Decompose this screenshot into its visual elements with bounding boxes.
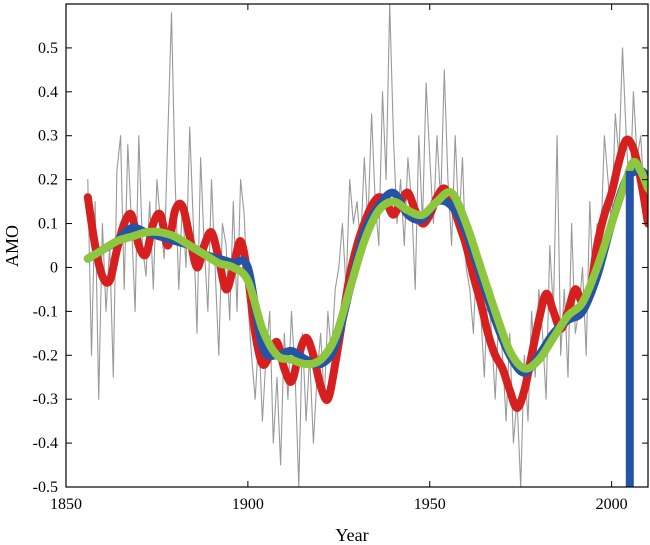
y-tick-label: -0.1 bbox=[33, 303, 58, 320]
y-tick-label: 0 bbox=[50, 259, 58, 276]
y-tick-label: -0.4 bbox=[33, 435, 58, 452]
y-tick-label: -0.3 bbox=[33, 391, 58, 408]
bar-layer bbox=[625, 170, 634, 487]
y-tick-label: 0.4 bbox=[38, 84, 58, 101]
series-line-3 bbox=[83, 157, 648, 373]
x-tick-label: 1900 bbox=[232, 496, 264, 513]
series-line-2 bbox=[83, 166, 648, 377]
x-axis: 1850 1900 1950 2000 bbox=[50, 4, 628, 513]
series-layer bbox=[83, 4, 648, 487]
x-tick-label: 2000 bbox=[596, 496, 628, 513]
y-tick-label: 0.1 bbox=[38, 216, 58, 233]
y-tick-label: -0.2 bbox=[33, 347, 58, 364]
y-axis: -0.5 -0.4 -0.3 -0.2 -0.1 0 0.1 0.2 0.3 0.4 0.5 bbox=[33, 40, 648, 496]
series-line-1 bbox=[83, 135, 648, 412]
y-axis-label: AMO bbox=[2, 225, 22, 267]
y-tick-label: 0.5 bbox=[38, 40, 58, 57]
x-tick-label: 1850 bbox=[50, 496, 82, 513]
y-tick-label: 0.3 bbox=[38, 128, 58, 145]
x-axis-label: Year bbox=[335, 525, 368, 545]
y-tick-label: 0.2 bbox=[38, 172, 58, 189]
plot-frame bbox=[65, 3, 649, 488]
vertical-bar-marker bbox=[625, 170, 634, 487]
x-tick-label: 1950 bbox=[414, 496, 446, 513]
y-tick-label: -0.5 bbox=[33, 479, 58, 496]
